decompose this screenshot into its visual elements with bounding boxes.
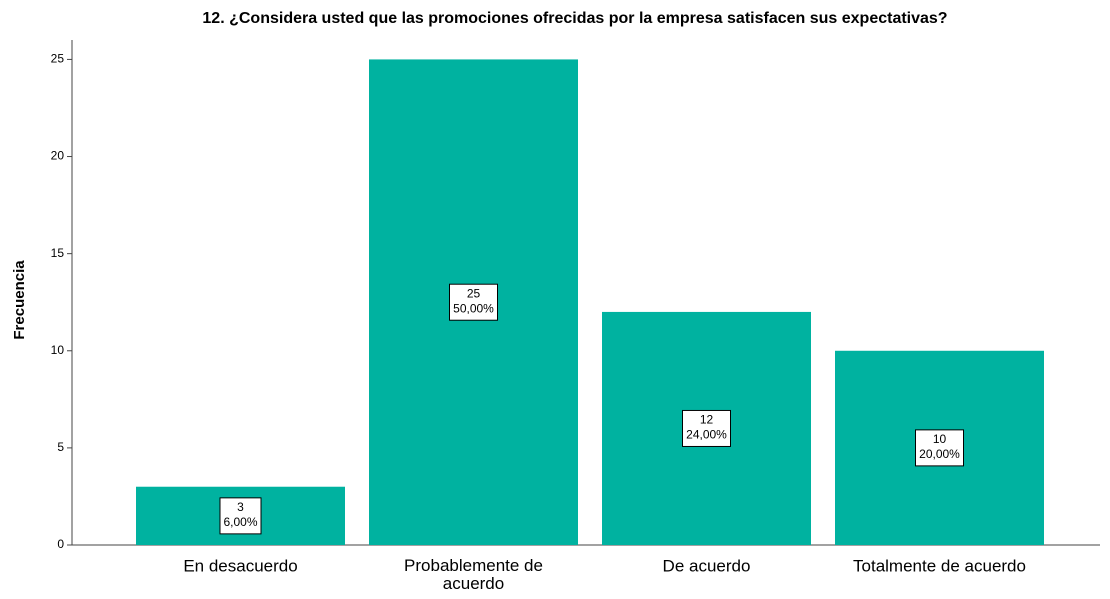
- data-label-box: [219, 497, 262, 535]
- x-tick-label: De acuerdo: [663, 556, 751, 575]
- y-tick-label: 0: [57, 537, 64, 551]
- y-tick-label: 15: [51, 246, 65, 260]
- data-label: 10: [933, 432, 947, 446]
- x-tick-label: En desacuerdo: [183, 556, 297, 575]
- data-label-percent: 6,00%: [223, 515, 257, 529]
- data-label-box: [915, 429, 964, 467]
- x-tick-label: Probablemente de acuerdo: [404, 556, 543, 593]
- data-label: 25: [467, 286, 481, 300]
- data-label-percent: 24,00%: [686, 428, 727, 442]
- chart-title: 12. ¿Considera usted que las promociones…: [202, 10, 947, 27]
- y-tick-label: 10: [51, 343, 65, 357]
- x-tick-label: Totalmente de acuerdo: [853, 556, 1026, 575]
- y-tick-label: 20: [51, 149, 65, 163]
- data-label-percent: 20,00%: [919, 447, 960, 461]
- data-label: 3: [237, 500, 244, 514]
- data-label: 12: [700, 413, 714, 427]
- y-axis-label: Frecuencia: [11, 260, 28, 340]
- y-tick-label: 25: [51, 52, 65, 66]
- data-label-box: [449, 283, 498, 321]
- data-label-box: [682, 409, 731, 447]
- y-tick-label: 5: [57, 440, 64, 454]
- data-label-percent: 50,00%: [453, 301, 494, 315]
